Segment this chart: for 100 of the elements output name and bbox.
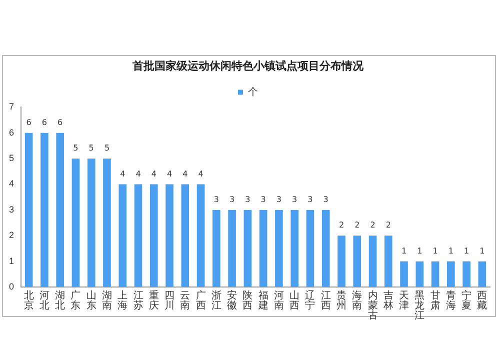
data-label: 4 bbox=[136, 169, 141, 178]
bar bbox=[40, 132, 48, 287]
x-tick-label: 青海 bbox=[446, 290, 456, 312]
bar bbox=[56, 132, 64, 287]
data-label: 1 bbox=[480, 246, 485, 256]
x-tick-label: 甘肃 bbox=[430, 290, 440, 312]
data-label: 3 bbox=[292, 195, 298, 204]
data-label: 3 bbox=[276, 195, 282, 204]
data-label: 2 bbox=[386, 220, 391, 230]
bar bbox=[338, 236, 346, 287]
y-tick-label: 7 bbox=[8, 102, 14, 112]
data-label: 4 bbox=[120, 169, 126, 178]
bar bbox=[306, 210, 314, 287]
bar bbox=[228, 210, 236, 287]
data-label: 1 bbox=[401, 246, 407, 256]
data-label: 6 bbox=[26, 118, 32, 127]
x-tick-label: 辽宁 bbox=[305, 290, 316, 312]
x-tick-label: 江西 bbox=[320, 290, 331, 312]
bar bbox=[462, 261, 470, 287]
x-tick-label: 黑龙江 bbox=[414, 290, 425, 322]
y-tick-label: 5 bbox=[8, 153, 14, 164]
bar bbox=[134, 184, 142, 287]
x-tick-label: 福建 bbox=[257, 290, 268, 312]
bar bbox=[103, 158, 111, 287]
data-label: 4 bbox=[166, 169, 172, 178]
x-tick-label: 西藏 bbox=[477, 290, 488, 312]
x-tick-label: 海南 bbox=[352, 290, 362, 312]
bar bbox=[24, 132, 33, 287]
data-label: 5 bbox=[104, 144, 110, 153]
data-label: 1 bbox=[464, 246, 470, 256]
y-tick-label: 6 bbox=[8, 127, 14, 138]
data-label: 2 bbox=[370, 220, 376, 230]
bar bbox=[447, 261, 455, 287]
data-label: 4 bbox=[151, 169, 156, 178]
y-tick-label: 3 bbox=[8, 204, 14, 214]
x-tick-label: 江苏 bbox=[133, 290, 144, 312]
bar bbox=[212, 210, 220, 287]
y-tick-label: 1 bbox=[8, 256, 14, 266]
x-tick-label: 北京 bbox=[24, 290, 34, 312]
data-label: 3 bbox=[260, 195, 266, 204]
bar bbox=[259, 210, 268, 287]
x-tick-label: 内蒙古 bbox=[368, 290, 378, 322]
data-label: 2 bbox=[354, 220, 360, 230]
data-label: 6 bbox=[58, 118, 63, 127]
bar bbox=[431, 261, 440, 287]
data-label: 3 bbox=[245, 195, 250, 204]
data-label: 2 bbox=[338, 220, 344, 230]
chart-title: 首批国家级运动休闲特色小镇试点项目分布情况 bbox=[132, 59, 364, 72]
legend-label: 个 bbox=[248, 86, 258, 98]
x-tick-label: 山东 bbox=[86, 290, 96, 312]
data-label: 6 bbox=[42, 118, 47, 127]
bar bbox=[290, 210, 298, 287]
x-tick-label: 河南 bbox=[274, 290, 284, 312]
x-tick-label: 广西 bbox=[196, 290, 206, 312]
data-label: 1 bbox=[417, 246, 422, 256]
data-label: 3 bbox=[214, 195, 219, 204]
x-tick-label: 宁夏 bbox=[462, 290, 472, 312]
bar bbox=[181, 184, 190, 287]
bar bbox=[166, 184, 174, 287]
x-tick-label: 广东 bbox=[70, 290, 81, 312]
data-label: 4 bbox=[198, 169, 204, 178]
x-tick-label: 四川 bbox=[164, 290, 175, 312]
x-tick-label: 安徽 bbox=[227, 290, 238, 312]
bar bbox=[400, 261, 408, 287]
bar bbox=[416, 261, 424, 287]
bar bbox=[87, 158, 96, 287]
data-label: 5 bbox=[73, 144, 78, 153]
bar bbox=[244, 210, 252, 287]
data-label: 1 bbox=[448, 246, 454, 256]
x-tick-label: 山西 bbox=[290, 290, 300, 312]
data-label: 4 bbox=[182, 169, 188, 178]
x-tick-label: 上海 bbox=[118, 290, 128, 312]
data-label: 5 bbox=[88, 144, 94, 153]
bar bbox=[322, 210, 330, 287]
x-tick-label: 贵州 bbox=[336, 290, 346, 312]
bar bbox=[150, 184, 158, 287]
x-tick-label: 吉林 bbox=[382, 290, 394, 312]
x-tick-label: 河北 bbox=[39, 290, 50, 312]
data-label: 3 bbox=[323, 195, 328, 204]
x-tick-label: 陕西 bbox=[242, 290, 253, 312]
x-tick-label: 湖南 bbox=[102, 290, 112, 312]
bar bbox=[384, 236, 392, 287]
y-tick-label: 2 bbox=[8, 230, 14, 240]
data-label: 1 bbox=[432, 246, 438, 256]
bar bbox=[72, 158, 80, 287]
x-tick-label: 湖北 bbox=[55, 290, 66, 312]
y-tick-label: 0 bbox=[8, 281, 14, 292]
y-tick-label: 4 bbox=[8, 178, 14, 189]
bar bbox=[275, 210, 283, 287]
data-label: 3 bbox=[230, 195, 235, 204]
x-tick-label: 重庆 bbox=[148, 290, 159, 312]
bar bbox=[353, 236, 362, 287]
data-label: 3 bbox=[308, 195, 313, 204]
bar bbox=[478, 261, 486, 287]
bar bbox=[368, 236, 377, 287]
x-tick-label: 浙江 bbox=[211, 290, 222, 312]
x-tick-label: 云南 bbox=[180, 290, 190, 312]
bar bbox=[196, 184, 205, 287]
bar bbox=[118, 184, 127, 287]
x-tick-label: 天津 bbox=[399, 290, 410, 312]
